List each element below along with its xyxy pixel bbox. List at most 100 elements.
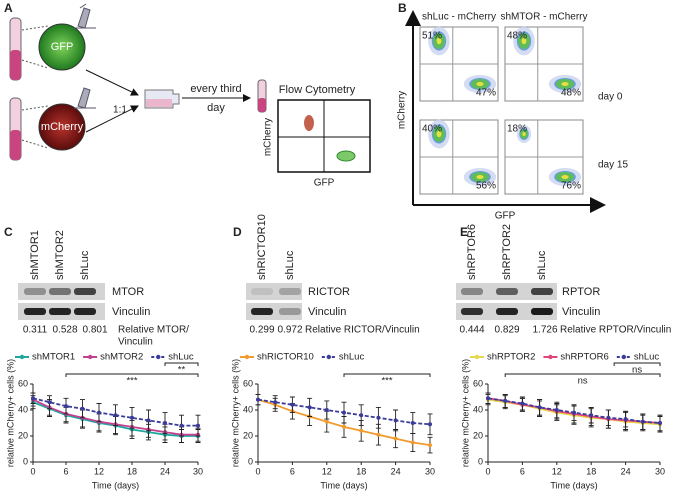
y-tick-label: 40 [18,404,28,414]
data-point [359,428,364,433]
column-header: shLuc - mCherry [422,12,496,23]
blot-band [74,308,96,315]
panel-label: A [4,1,13,15]
data-point [31,396,35,401]
step-label: day [207,102,225,114]
blot-band [461,308,483,315]
cell-population [476,82,484,86]
panel-a-graphics [9,3,371,173]
significance-label: ** [178,365,186,376]
axis-label: GFP [314,178,335,189]
panel-label: C [4,225,13,239]
y-tick-label: 20 [473,430,483,440]
ratio-value: 0.972 [277,325,302,336]
data-point [658,421,662,425]
data-point [342,410,346,415]
y-tick-label: 60 [243,378,253,388]
axis-label: GFP [495,211,516,222]
data-point [428,443,432,448]
x-tick-label: 0 [255,466,260,476]
panel-label: B [398,1,407,15]
significance-bracket [164,362,199,366]
data-point [503,398,508,403]
x-tick-label: 24 [391,466,401,476]
data-point [324,408,329,412]
x-tick-label: 30 [193,466,203,476]
lane-label: shLuc [536,250,548,280]
significance-label: ns [578,376,588,387]
axis-label: mCherry [263,118,274,156]
percentage: 76% [561,181,581,192]
data-point [290,402,295,407]
data-point [196,423,200,428]
x-tick-label: 12 [552,466,562,476]
ratio-label: 1:1 [113,105,127,116]
legend-marker [244,354,250,360]
percentage: 18% [507,124,527,135]
blot-band [496,308,518,315]
ratio-value: 0.299 [249,325,274,336]
legend-marker [156,354,161,360]
blot-band [24,308,46,315]
legend-label: shMTOR2 [100,352,143,363]
data-point [640,419,645,424]
significance-bracket [343,373,431,377]
data-point [376,432,381,437]
band-label: MTOR [112,286,144,298]
data-point [537,405,542,410]
percentage: 47% [476,88,496,99]
lane-label: shRPTOR6 [466,224,478,280]
y-tick-label: 0 [23,456,28,466]
data-point [97,410,101,415]
blot-band [461,288,483,295]
legend-label: shMTOR1 [32,352,75,363]
data-point [410,421,415,425]
ratio-value: 0.311 [23,325,48,336]
blot-band [24,288,46,295]
percentage: 48% [507,31,527,42]
lane-label: shLuc [284,250,296,280]
band-label: RPTOR [562,286,600,298]
x-tick-label: 30 [425,466,435,476]
data-point [589,413,594,418]
x-tick-label: 30 [655,466,665,476]
x-axis-label: Time (days) [550,480,597,490]
data-point [342,424,346,429]
y-axis-label: relative mCherry+ cells (%) [230,359,240,467]
x-axis-label: Time (days) [92,480,139,490]
blot-band [74,288,96,295]
blot-strip [246,283,302,300]
significance-bracket [504,373,661,377]
data-point [572,410,576,415]
cell-population [561,82,569,86]
data-point [359,413,364,418]
ratio-value: 0.444 [459,325,484,336]
data-point [376,415,381,420]
x-tick-label: 24 [621,466,631,476]
legend-label: shRICTOR10 [257,352,314,363]
blot-band [279,308,301,315]
assay-label: Flow Cytometry [279,84,356,96]
data-point [428,422,432,427]
data-point [520,401,525,406]
legend-label: shLuc [339,352,365,363]
y-tick-label: 60 [473,378,483,388]
y-tick-label: 0 [248,456,253,466]
y-tick-label: 20 [243,430,253,440]
y-tick-label: 40 [473,404,483,414]
legend-marker [548,354,553,360]
panel-label: D [233,225,242,239]
legend-marker [87,354,93,360]
data-point [256,397,260,402]
x-tick-label: 18 [127,466,137,476]
band-label: Vinculin [562,306,600,318]
legend-marker [474,354,480,360]
lane-label: shMTOR1 [29,230,41,280]
legend-label: shLuc [634,352,660,363]
cell-population [436,130,442,138]
data-point [486,396,490,401]
data-point [623,417,628,422]
ratio-label: Relative MTOR/ [118,325,189,336]
circle-label: GFP [51,41,74,53]
